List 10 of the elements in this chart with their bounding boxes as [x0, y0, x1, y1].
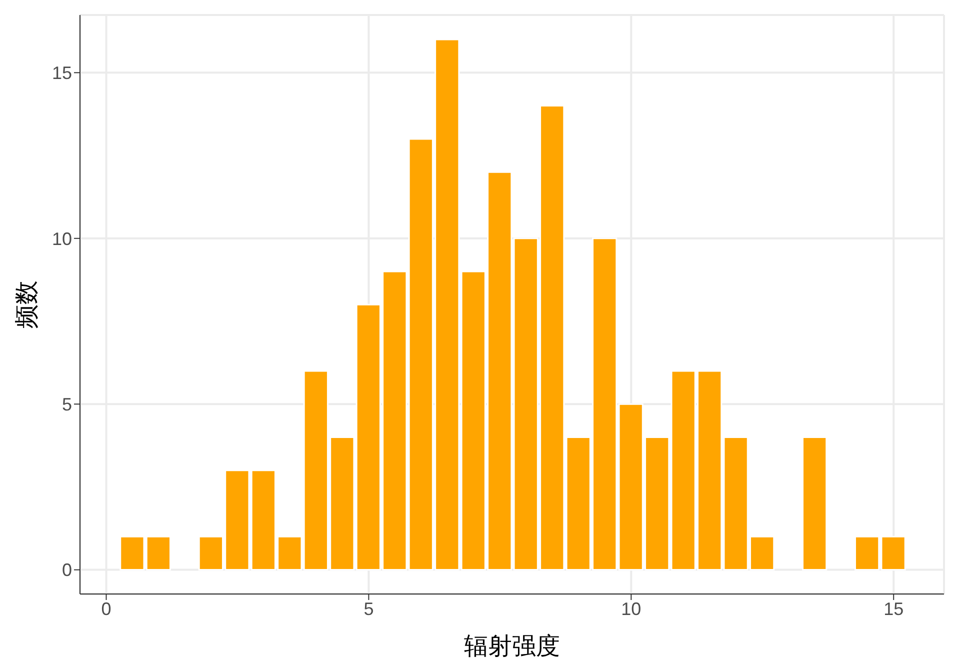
y-tick-label: 5 — [62, 394, 72, 414]
x-tick-label: 5 — [364, 598, 374, 619]
y-tick-label: 10 — [52, 228, 72, 249]
y-tick-label: 15 — [52, 63, 72, 84]
x-tick-label: 15 — [884, 598, 904, 619]
y-tick-label: 0 — [62, 560, 72, 580]
y-axis-title: 频数 — [12, 280, 41, 328]
x-axis-title: 辐射强度 — [464, 632, 560, 660]
x-tick-label: 0 — [101, 598, 112, 619]
x-tick-label: 10 — [621, 598, 642, 619]
